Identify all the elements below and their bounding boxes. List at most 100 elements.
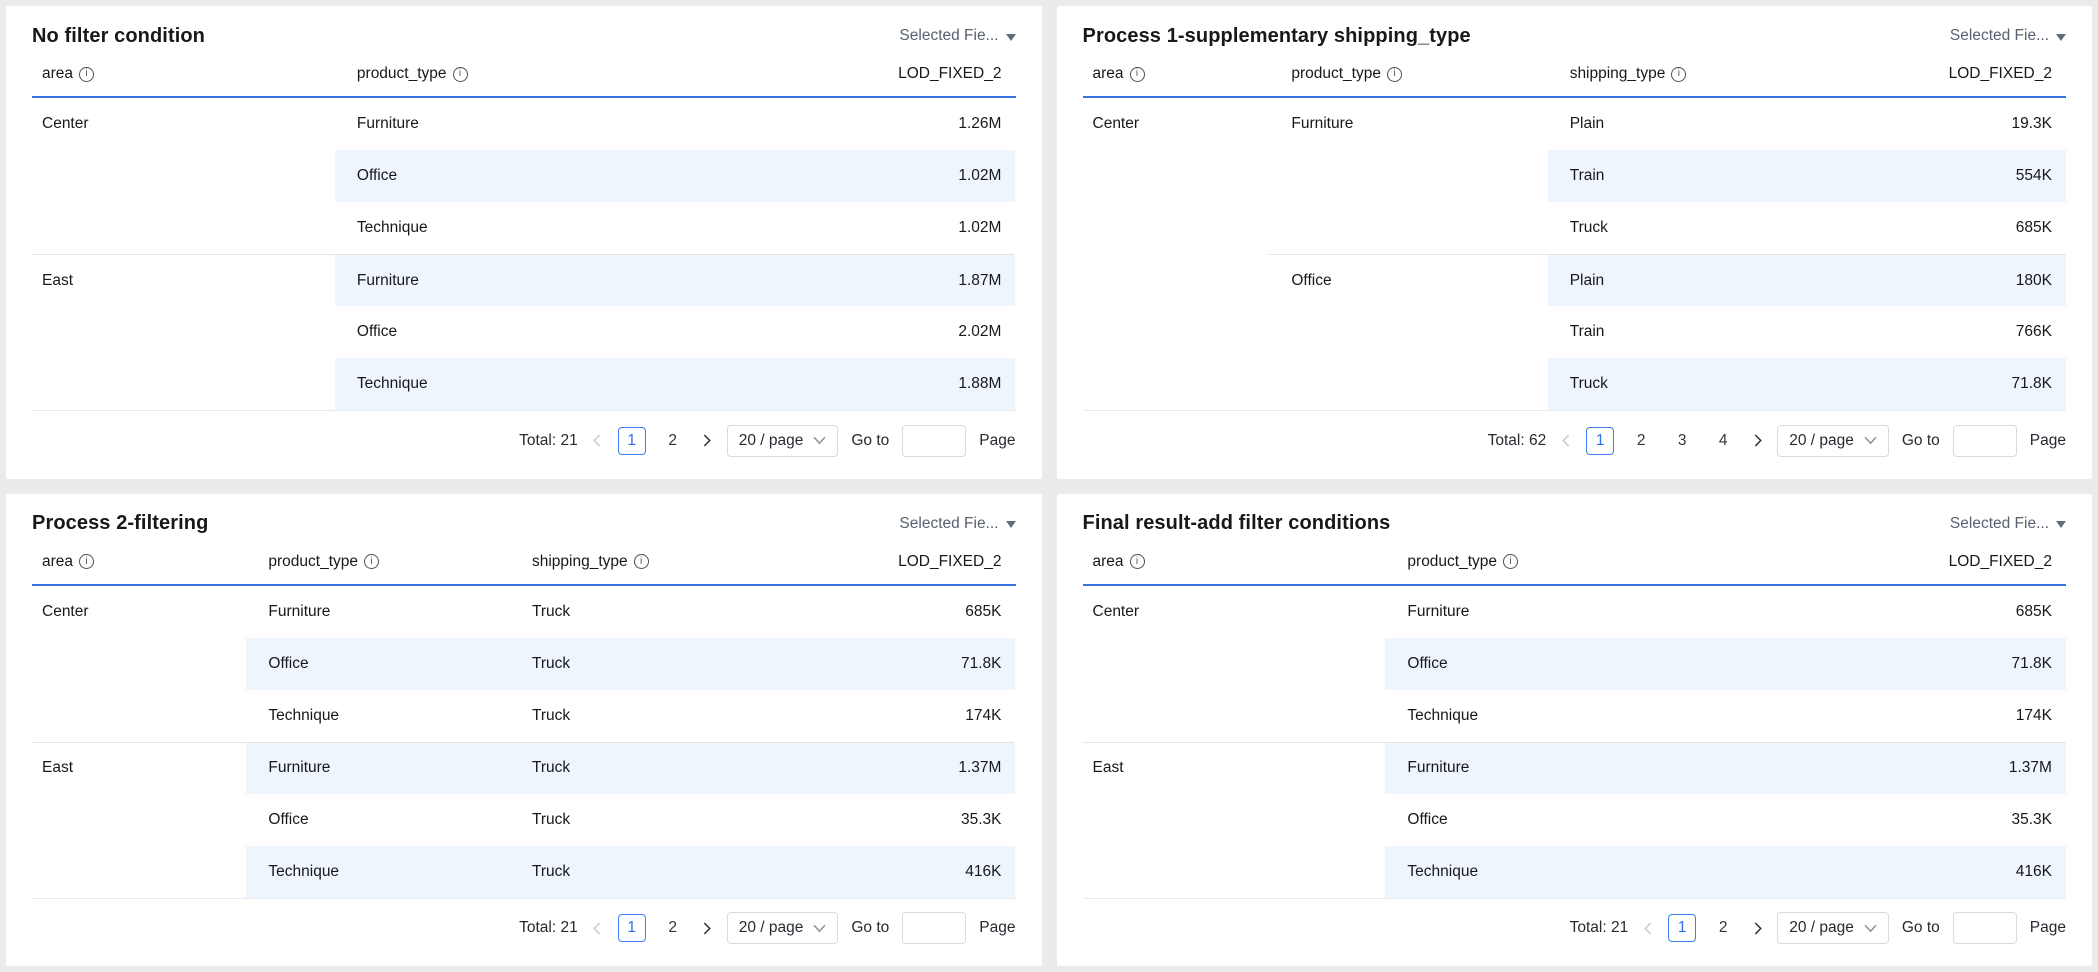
column-header-area: area i: [32, 553, 246, 571]
page-number-button-1[interactable]: 1: [617, 914, 646, 943]
page-number-button-2[interactable]: 2: [1627, 427, 1655, 455]
table-row: Technique 174K: [1083, 690, 2067, 742]
table-cell: 71.8K: [769, 637, 1016, 690]
pagination-total: Total: 21: [519, 919, 578, 937]
prev-page-button[interactable]: [591, 434, 605, 448]
table-cell: [1083, 794, 1386, 846]
table-cell: Plain: [1569, 115, 1605, 132]
info-icon[interactable]: i: [364, 554, 380, 569]
column-header-label: product_type: [1291, 65, 1381, 82]
column-header-label: area: [1092, 65, 1124, 82]
prev-page-button[interactable]: [1641, 921, 1655, 935]
info-icon[interactable]: i: [1671, 66, 1687, 82]
chevron-down-icon: [813, 436, 826, 445]
next-page-button[interactable]: [700, 921, 714, 935]
goto-page-input[interactable]: [1952, 424, 2017, 457]
table-row: Technique 1.88M: [32, 358, 1016, 410]
page-size-select[interactable]: 20 / page: [1777, 912, 1889, 945]
table-row: Office Truck 35.3K: [32, 794, 1016, 846]
prev-page-button[interactable]: [1559, 434, 1573, 448]
table-cell: Office: [334, 150, 677, 202]
table-cell: 1.37M: [1726, 741, 2066, 794]
goto-page-input[interactable]: [902, 424, 967, 457]
chevron-down-icon: [813, 924, 826, 933]
info-icon[interactable]: i: [79, 66, 95, 82]
page-size-value: 20 / page: [1789, 431, 1854, 449]
page-number-button-1[interactable]: 1: [617, 426, 646, 455]
page-number-button-3[interactable]: 3: [1668, 427, 1696, 455]
selected-fields-dropdown[interactable]: Selected Fie...: [899, 27, 1016, 45]
page-number-button-4[interactable]: 4: [1709, 427, 1737, 455]
panel-title: Process 2-filtering: [32, 512, 209, 534]
info-icon[interactable]: i: [1129, 554, 1145, 569]
info-icon[interactable]: i: [1386, 66, 1402, 82]
page-label: Page: [979, 919, 1016, 937]
table-cell: [1269, 306, 1547, 358]
page-size-value: 20 / page: [738, 431, 804, 449]
page-number-button-1[interactable]: 1: [1586, 426, 1615, 455]
info-icon[interactable]: i: [79, 554, 95, 569]
table-cell: 35.3K: [960, 810, 1002, 828]
page-size-value: 20 / page: [738, 919, 804, 937]
selected-fields-dropdown[interactable]: Selected Fie...: [899, 515, 1016, 533]
panel-process-1-supplementary-shipping-type: Process 1-supplementary shipping_type Se…: [1056, 6, 2092, 479]
table-header-row: area i product_type i LOD_FIXED_2: [1082, 540, 2066, 586]
column-header-label: shipping_type: [1569, 65, 1666, 82]
column-header-LOD_FIXED_2: LOD_FIXED_2: [1820, 65, 2066, 83]
panel-header: Process 1-supplementary shipping_type Se…: [1082, 6, 2066, 52]
selected-fields-label: Selected Fie...: [899, 27, 999, 44]
selected-fields-dropdown[interactable]: Selected Fie...: [1950, 515, 2066, 533]
column-header-LOD_FIXED_2: LOD_FIXED_2: [1727, 553, 2066, 571]
table-cell: Office: [1407, 810, 1448, 828]
table-cell: 1.88M: [676, 358, 1016, 410]
goto-page-input[interactable]: [1952, 912, 2017, 945]
table-cell: 685K: [2015, 219, 2052, 236]
info-icon[interactable]: i: [1503, 554, 1519, 569]
info-icon[interactable]: i: [1129, 66, 1145, 82]
panel-title: Final result-add filter conditions: [1082, 512, 1391, 534]
page-size-select[interactable]: 20 / page: [726, 912, 839, 945]
table-cell: Center: [1092, 602, 1140, 620]
page-number-button-2[interactable]: 2: [659, 427, 687, 455]
column-header-label: shipping_type: [531, 552, 628, 570]
prev-page-button[interactable]: [591, 921, 605, 935]
table-cell: Train: [1569, 323, 1605, 340]
panel-title: Process 1-supplementary shipping_type: [1082, 24, 1471, 47]
column-header-label: LOD_FIXED_2: [898, 552, 1002, 570]
table-cell: [32, 690, 246, 742]
goto-page-input[interactable]: [902, 912, 967, 945]
table-cell: Furniture: [356, 115, 419, 132]
table-cell: East: [32, 741, 247, 794]
goto-label: Go to: [851, 919, 890, 937]
table-cell: Truck: [1569, 219, 1608, 236]
selected-fields-dropdown[interactable]: Selected Fie...: [1950, 27, 2066, 45]
column-header-shipping_type: shipping_type i: [510, 553, 770, 571]
table-cell: Technique: [1407, 706, 1479, 724]
table-cell: 1.37M: [769, 741, 1016, 794]
table-cell: Technique: [1385, 845, 1727, 898]
info-icon[interactable]: i: [452, 66, 468, 82]
next-page-button[interactable]: [1750, 434, 1764, 448]
column-header-label: area: [42, 65, 74, 82]
page-size-select[interactable]: 20 / page: [726, 424, 839, 457]
table-cell: [1083, 638, 1386, 690]
page-size-select[interactable]: 20 / page: [1777, 424, 1889, 457]
table-cell: Furniture: [246, 741, 510, 794]
table-cell: 1.26M: [958, 115, 1002, 132]
table-cell: 1.02M: [958, 219, 1002, 236]
next-page-button[interactable]: [1750, 921, 1764, 935]
panel-title: No filter condition: [32, 24, 205, 47]
table-cell: East: [32, 254, 335, 306]
table-cell: [1083, 202, 1270, 254]
page-number-button-2[interactable]: 2: [659, 914, 687, 942]
table-body: Center Furniture Truck 685K Office Truck 71.8K…: [32, 586, 1016, 899]
table-cell: Furniture: [1385, 741, 1727, 794]
table-row: Office 35.3K: [1083, 794, 2067, 846]
page-number-button-1[interactable]: 1: [1668, 914, 1697, 943]
next-page-button[interactable]: [700, 434, 714, 448]
caret-down-icon: [1005, 33, 1016, 41]
table-row: East Furniture 1.37M: [1082, 741, 2067, 794]
info-icon[interactable]: i: [633, 554, 649, 569]
table-cell: Office: [268, 810, 309, 828]
page-number-button-2[interactable]: 2: [1709, 914, 1737, 942]
